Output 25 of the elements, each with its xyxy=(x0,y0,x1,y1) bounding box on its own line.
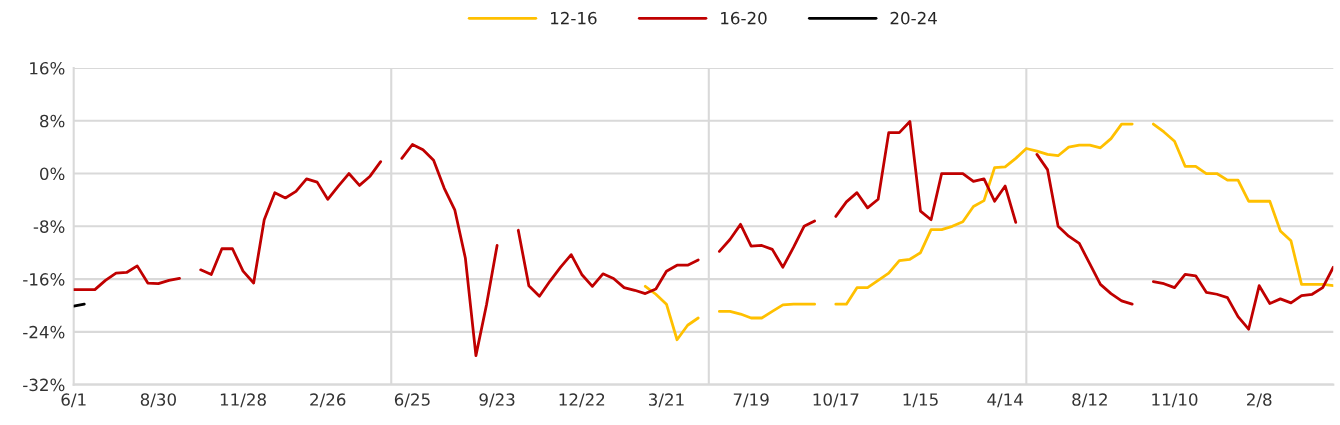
x-tick-label: 3/21 xyxy=(649,393,684,408)
x-tick-label: 11/10 xyxy=(1152,393,1198,408)
x-tick-label: 2/26 xyxy=(310,393,346,408)
y-tick-label: -32% xyxy=(23,378,65,392)
y-tick-label: -24% xyxy=(23,325,65,339)
y-tick-label: -16% xyxy=(23,273,65,286)
x-tick-label: 12/22 xyxy=(559,393,605,408)
x-tick-label: 11/28 xyxy=(220,393,266,408)
y-tick-label: 16% xyxy=(30,61,65,75)
x-tick-label: 6/25 xyxy=(394,393,430,408)
legend-label: 12-16 xyxy=(551,11,597,25)
x-tick-label: 2/8 xyxy=(1247,393,1272,408)
y-tick-label: 0% xyxy=(40,167,65,181)
x-tick-label: 9/23 xyxy=(479,393,515,408)
x-tick-label: 10/17 xyxy=(813,393,859,408)
x-tick-label: 1/15 xyxy=(903,393,938,408)
y-tick-label: -8% xyxy=(33,220,65,233)
x-tick-label: 7/19 xyxy=(733,393,769,408)
y-tick-label: 8% xyxy=(40,114,65,128)
legend-label: 16-20 xyxy=(721,11,767,25)
x-tick-label: 6/1 xyxy=(61,393,86,408)
x-tick-label: 8/12 xyxy=(1072,393,1107,408)
legend-label: 20-24 xyxy=(890,11,937,25)
x-tick-label: 4/14 xyxy=(987,393,1023,408)
x-tick-label: 8/30 xyxy=(140,393,176,408)
